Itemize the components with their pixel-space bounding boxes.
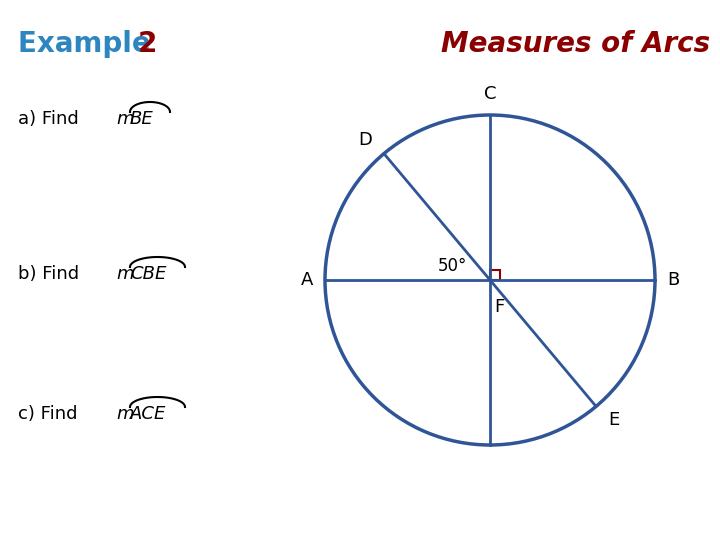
Text: m: m [116, 265, 133, 283]
Text: BE: BE [130, 110, 154, 128]
Text: c) Find: c) Find [18, 405, 84, 423]
Text: C: C [484, 85, 496, 103]
Text: 2: 2 [138, 30, 158, 58]
Text: Measures of Arcs: Measures of Arcs [441, 30, 710, 58]
Text: ACE: ACE [130, 405, 166, 423]
Bar [490, 270, 500, 280]
Text: D: D [358, 131, 372, 149]
Text: a) Find: a) Find [18, 110, 84, 128]
Text: m: m [116, 405, 133, 423]
Text: m: m [116, 110, 133, 128]
Text: 50°: 50° [438, 257, 467, 275]
Text: F: F [494, 298, 504, 316]
Text: B: B [667, 271, 679, 289]
Text: b) Find: b) Find [18, 265, 85, 283]
Text: CBE: CBE [130, 265, 166, 283]
Text: A: A [301, 271, 313, 289]
Text: Example: Example [18, 30, 161, 58]
Text: E: E [608, 411, 619, 429]
